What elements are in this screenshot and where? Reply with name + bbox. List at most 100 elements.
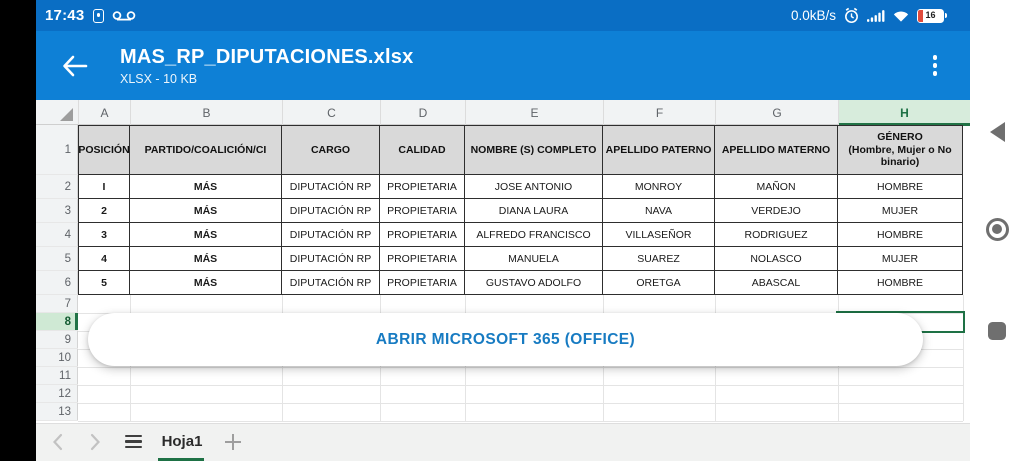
cell-G4[interactable]: RODRIGUEZ (715, 223, 838, 247)
column-header-A[interactable]: A (78, 100, 130, 125)
document-subtitle: XLSX - 10 KB (120, 71, 198, 86)
cell-B6[interactable]: MÁS (130, 271, 282, 295)
nav-back-button[interactable] (970, 115, 1024, 149)
row-header-5[interactable]: 5 (36, 247, 78, 271)
cell-H5[interactable]: MUJER (838, 247, 963, 271)
camera-notch-strip (0, 0, 36, 461)
back-button[interactable] (58, 49, 92, 83)
cell-H6[interactable]: HOMBRE (838, 271, 963, 295)
cell-G2[interactable]: MAÑON (715, 175, 838, 199)
column-header-C[interactable]: C (282, 100, 380, 125)
cell-D5[interactable]: PROPIETARIA (380, 247, 465, 271)
sheet-list-menu-button[interactable] (120, 424, 146, 459)
sheet-tab-hoja1[interactable]: Hoja1 (154, 424, 210, 459)
cell-D1[interactable]: CALIDAD (380, 125, 465, 175)
nav-home-button[interactable] (970, 214, 1024, 244)
cell-G6[interactable]: ABASCAL (715, 271, 838, 295)
cell-C5[interactable]: DIPUTACIÓN RP (282, 247, 380, 271)
sheet-tab-bar: Hoja1 (36, 423, 970, 461)
cell-F4[interactable]: VILLASEÑOR (603, 223, 715, 247)
row-header-11[interactable]: 11 (36, 367, 78, 385)
cell-C4[interactable]: DIPUTACIÓN RP (282, 223, 380, 247)
cell-C1[interactable]: CARGO (282, 125, 380, 175)
battery-percent: 16 (925, 10, 936, 20)
select-all-button[interactable] (36, 100, 78, 125)
cell-F3[interactable]: NAVA (603, 199, 715, 223)
cell-F6[interactable]: ORETGA (603, 271, 715, 295)
cell-D4[interactable]: PROPIETARIA (380, 223, 465, 247)
cell-D6[interactable]: PROPIETARIA (380, 271, 465, 295)
row-header-8[interactable]: 8 (36, 313, 78, 331)
cell-A2[interactable]: I (78, 175, 130, 199)
nav-recents-button[interactable] (970, 319, 1024, 343)
row-header-3[interactable]: 3 (36, 199, 78, 223)
row-header-6[interactable]: 6 (36, 271, 78, 295)
document-title: MAS_RP_DIPUTACIONES.xlsx (120, 45, 414, 68)
row-header-13[interactable]: 13 (36, 403, 78, 421)
row-header-1[interactable]: 1 (36, 125, 78, 175)
status-bar-right-group: 0.0kB/s 16 (791, 7, 947, 24)
cell-E5[interactable]: MANUELA (465, 247, 603, 271)
open-office-button-label: ABRIR MICROSOFT 365 (OFFICE) (375, 330, 636, 348)
cell-B2[interactable]: MÁS (130, 175, 282, 199)
cell-B1[interactable]: PARTIDO/COALICIÓN/CI (130, 125, 282, 175)
app-bar: MAS_RP_DIPUTACIONES.xlsx XLSX - 10 KB (36, 31, 970, 100)
cell-A4[interactable]: 3 (78, 223, 130, 247)
kebab-menu-button[interactable] (922, 51, 948, 81)
cell-B3[interactable]: MÁS (130, 199, 282, 223)
chevron-left-icon (52, 433, 62, 450)
cell-E2[interactable]: JOSE ANTONIO (465, 175, 603, 199)
column-header-E[interactable]: E (465, 100, 603, 125)
cell-B4[interactable]: MÁS (130, 223, 282, 247)
cell-A6[interactable]: 5 (78, 271, 130, 295)
cell-D2[interactable]: PROPIETARIA (380, 175, 465, 199)
cell-H1[interactable]: GÉNERO (Hombre, Mujer o No binario) (838, 125, 963, 175)
column-header-H[interactable]: H (838, 100, 970, 126)
row-header-9[interactable]: 9 (36, 331, 78, 349)
column-header-strip (36, 100, 970, 125)
active-sheet-underline (158, 457, 204, 461)
cell-F5[interactable]: SUAREZ (603, 247, 715, 271)
gridline-horizontal (78, 421, 963, 422)
cell-G1[interactable]: APELLIDO MATERNO (715, 125, 838, 175)
prev-sheet-button[interactable] (44, 424, 70, 459)
column-header-B[interactable]: B (130, 100, 282, 125)
cell-A5[interactable]: 4 (78, 247, 130, 271)
column-header-D[interactable]: D (380, 100, 465, 125)
cell-E3[interactable]: DIANA LAURA (465, 199, 603, 223)
cell-C3[interactable]: DIPUTACIÓN RP (282, 199, 380, 223)
column-header-G[interactable]: G (715, 100, 838, 125)
cell-A3[interactable]: 2 (78, 199, 130, 223)
add-sheet-button[interactable] (220, 424, 246, 459)
cell-G5[interactable]: NOLASCO (715, 247, 838, 271)
cell-H4[interactable]: HOMBRE (838, 223, 963, 247)
spreadsheet-grid: A B C D E F G H 1 2 3 4 5 6 7 8 9 10 11 12 13 POSICIÓN PARTIDO… (36, 100, 970, 423)
cell-E4[interactable]: ALFREDO FRANCISCO (465, 223, 603, 247)
cell-B5[interactable]: MÁS (130, 247, 282, 271)
cell-G3[interactable]: VERDEJO (715, 199, 838, 223)
cell-D3[interactable]: PROPIETARIA (380, 199, 465, 223)
open-office-button[interactable]: ABRIR MICROSOFT 365 (OFFICE) (88, 313, 923, 366)
row-header-2[interactable]: 2 (36, 175, 78, 199)
row-header-12[interactable]: 12 (36, 385, 78, 403)
cell-F1[interactable]: APELLIDO PATERNO (603, 125, 715, 175)
nav-recents-icon (988, 322, 1006, 340)
cell-H2[interactable]: HOMBRE (838, 175, 963, 199)
gridline-horizontal (78, 403, 963, 404)
cell-E1[interactable]: NOMBRE (S) COMPLETO (465, 125, 603, 175)
row-header-10[interactable]: 10 (36, 349, 78, 367)
cell-H3[interactable]: MUJER (838, 199, 963, 223)
wifi-icon (893, 11, 909, 22)
column-header-F[interactable]: F (603, 100, 715, 125)
cell-F2[interactable]: MONROY (603, 175, 715, 199)
cell-E6[interactable]: GUSTAVO ADOLFO (465, 271, 603, 295)
status-bar: 17:43 0.0kB/s (36, 0, 970, 31)
cell-C2[interactable]: DIPUTACIÓN RP (282, 175, 380, 199)
hamburger-menu-icon (124, 434, 142, 449)
cell-C6[interactable]: DIPUTACIÓN RP (282, 271, 380, 295)
row-header-7[interactable]: 7 (36, 295, 78, 313)
row-header-4[interactable]: 4 (36, 223, 78, 247)
sheet-tab-label: Hoja1 (161, 433, 203, 450)
cell-A1[interactable]: POSICIÓN (78, 125, 130, 175)
next-sheet-button[interactable] (82, 424, 108, 459)
